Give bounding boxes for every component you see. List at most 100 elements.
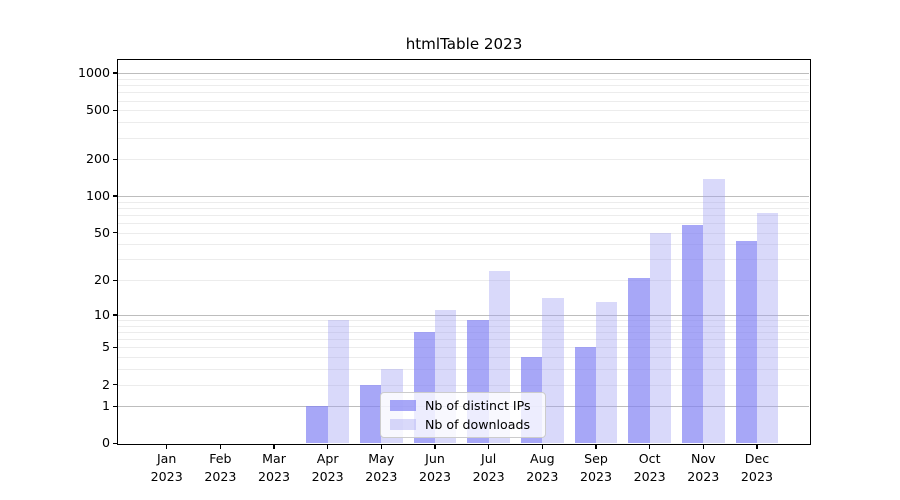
minor-gridline [118, 331, 810, 333]
minor-gridline [118, 232, 810, 234]
bar-ips-may [359, 384, 382, 444]
x-tick-mark [648, 445, 651, 450]
y-tick-label: 1000 [77, 65, 110, 81]
y-tick-label: 2 [101, 376, 110, 392]
legend-label: Nb of downloads [425, 416, 531, 432]
major-gridline [118, 196, 810, 198]
y-tick-label: 20 [93, 272, 110, 288]
x-tick-month: Oct [638, 451, 661, 466]
x-tick-month: Jul [481, 451, 497, 466]
minor-gridline [118, 85, 810, 87]
bar-downloads-apr [327, 320, 350, 444]
x-tick-label: Aug 2023 [499, 450, 585, 485]
x-tick-month: Nov [691, 451, 716, 466]
x-tick-mark [756, 445, 758, 450]
minor-gridline [118, 92, 810, 94]
y-tick-mark [113, 158, 117, 160]
x-tick-year: 2023 [257, 468, 291, 484]
bar-downloads-sep [595, 301, 618, 444]
x-tick-mark [326, 445, 329, 450]
y-tick-mark [113, 346, 117, 349]
x-tick-year: 2023 [204, 468, 237, 484]
legend-swatch-ips [390, 399, 416, 411]
minor-gridline [118, 339, 810, 341]
x-tick-year: 2023 [579, 468, 612, 484]
x-tick-label: Oct 2023 [607, 450, 693, 485]
minor-gridline [118, 207, 810, 209]
y-tick-label: 0 [101, 435, 110, 451]
x-tick-mark [434, 445, 436, 450]
x-tick-year: 2023 [472, 468, 505, 484]
x-tick-year: 2023 [311, 468, 344, 484]
x-tick-month: Apr [316, 451, 339, 466]
minor-gridline [118, 280, 810, 282]
legend-label: Nb of distinct IPs [425, 397, 531, 413]
y-tick-mark [113, 109, 117, 111]
x-tick-month: Jan [156, 451, 177, 466]
bar-ips-apr [306, 406, 328, 444]
x-tick-label: Jun 2023 [392, 450, 478, 485]
x-tick-mark [541, 445, 543, 450]
bar-downloads-dec [756, 212, 779, 444]
x-tick-year: 2023 [633, 468, 666, 484]
y-tick-mark [113, 72, 117, 74]
x-tick-month: May [368, 451, 395, 466]
y-tick-mark [113, 314, 117, 316]
bar-downloads-oct [649, 232, 672, 444]
minor-gridline [118, 259, 810, 261]
major-gridline [118, 73, 810, 75]
x-tick-year: 2023 [687, 468, 720, 484]
minor-gridline [118, 110, 810, 112]
y-tick-mark [113, 232, 117, 234]
y-tick-mark [113, 383, 117, 386]
x-tick-month: Sep [584, 451, 608, 466]
bar-ips-oct [628, 277, 650, 444]
x-tick-month: Mar [262, 451, 286, 466]
x-tick-label: Sep 2023 [553, 450, 639, 485]
bar-ips-dec [735, 240, 757, 444]
x-tick-label: Mar 2023 [231, 450, 317, 485]
minor-gridline [118, 201, 810, 203]
y-tick-label: 10 [93, 306, 110, 322]
x-tick-label: May 2023 [338, 450, 424, 485]
bar-downloads-nov [703, 178, 725, 444]
x-tick-label: Apr 2023 [285, 450, 371, 485]
x-tick-mark [166, 445, 168, 450]
x-tick-mark [595, 445, 597, 450]
minor-gridline [118, 320, 810, 321]
x-tick-month: Jun [425, 451, 445, 466]
y-tick-mark [113, 405, 117, 407]
y-tick-mark [113, 442, 117, 445]
x-tick-mark [219, 445, 222, 450]
x-tick-month: Feb [209, 451, 232, 466]
legend-swatch-downloads [390, 418, 416, 430]
y-tick-label: 1 [101, 398, 110, 414]
major-gridline [118, 314, 810, 316]
minor-gridline [118, 223, 810, 225]
minor-gridline [118, 214, 810, 216]
x-tick-year: 2023 [740, 468, 773, 484]
minor-gridline [118, 347, 810, 349]
minor-gridline [118, 244, 810, 246]
legend-item: Nb of downloads [390, 417, 536, 432]
bar-ips-nov [681, 224, 704, 444]
plot-area [118, 60, 810, 444]
minor-gridline [118, 159, 810, 161]
legend: Nb of distinct IPs Nb of downloads [380, 392, 546, 438]
y-tick-label: 50 [93, 224, 110, 240]
bar-ips-sep [574, 347, 596, 444]
x-tick-year: 2023 [150, 468, 183, 484]
x-tick-label: Feb 2023 [177, 450, 263, 485]
x-tick-year: 2023 [418, 468, 452, 484]
y-tick-mark [113, 195, 117, 197]
legend-item: Nb of distinct IPs [390, 398, 536, 413]
minor-gridline [118, 122, 810, 124]
x-tick-year: 2023 [365, 468, 398, 484]
minor-gridline [118, 137, 810, 139]
x-tick-label: Jan 2023 [124, 450, 210, 485]
y-tick-label: 100 [85, 188, 110, 204]
y-tick-label: 200 [85, 151, 110, 167]
minor-gridline [118, 100, 810, 102]
minor-gridline [118, 369, 810, 371]
